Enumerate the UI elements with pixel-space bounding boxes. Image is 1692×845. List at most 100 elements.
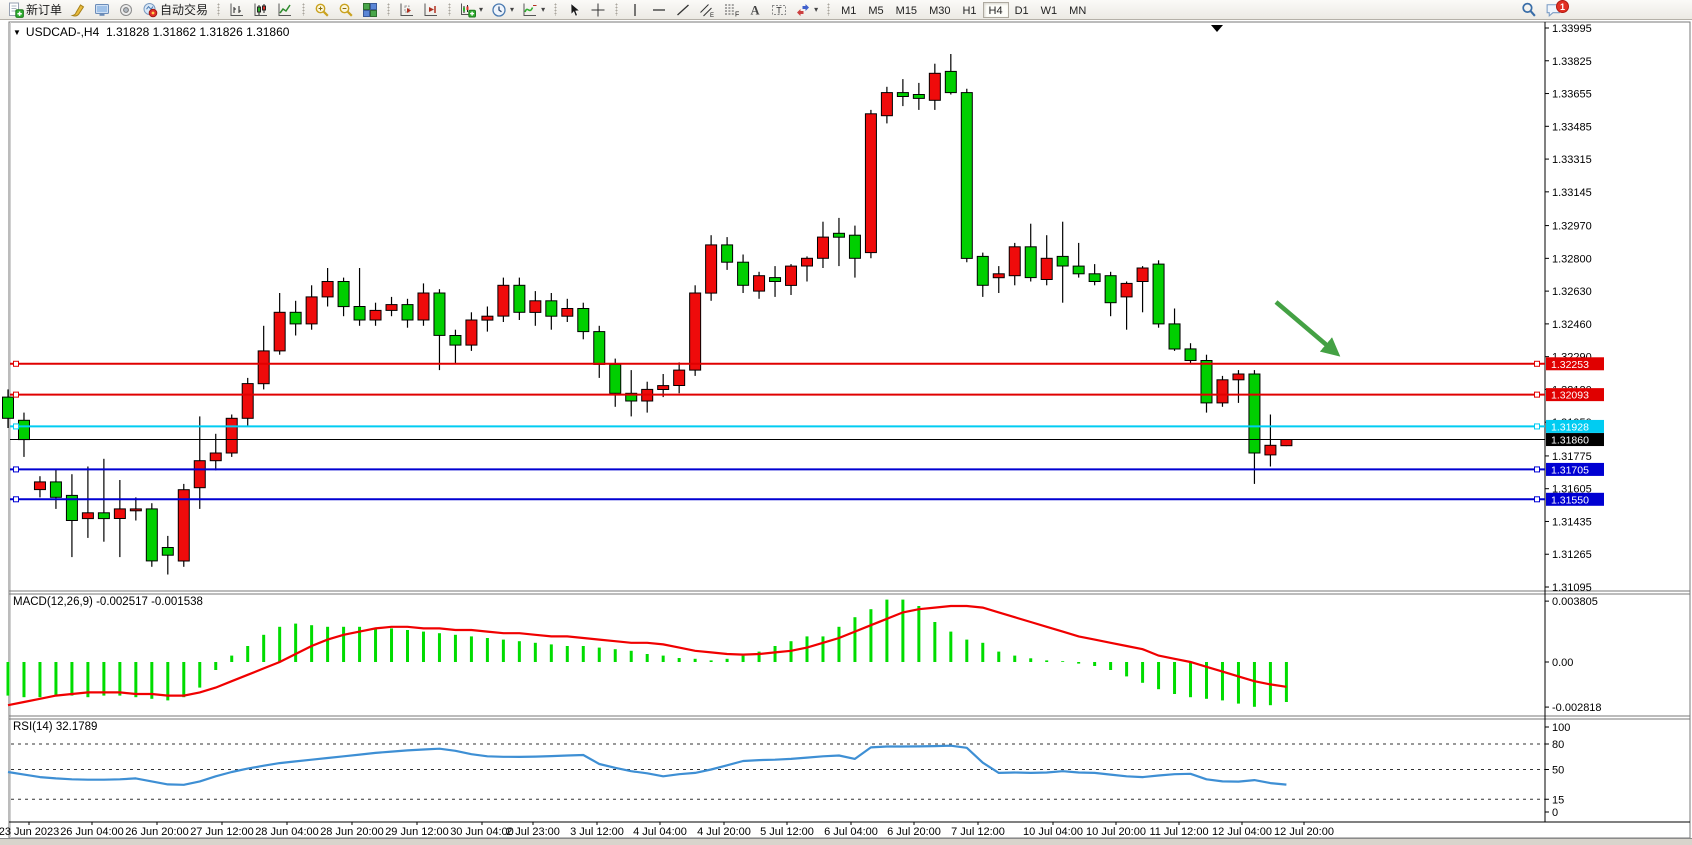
- toolbar-chart-bars-button[interactable]: [225, 1, 249, 19]
- price-tick: 1.31775: [1552, 451, 1592, 463]
- toolbar-auto-scroll-button[interactable]: [419, 1, 443, 19]
- timeframe-m5[interactable]: M5: [868, 4, 884, 17]
- rsi-indicator-label: RSI(14) 32.1789: [13, 721, 97, 733]
- toolbar-new-order-button[interactable]: 新订单: [4, 1, 66, 19]
- chart-dropdown-icon[interactable]: ▼: [13, 28, 21, 37]
- time-tick: 3 Jul 12:00: [570, 826, 624, 838]
- indicators-dropdown-icon[interactable]: ▾: [541, 5, 546, 14]
- crosshair-icon: [591, 3, 605, 16]
- toolbar-new-chart-button[interactable]: ▾: [456, 1, 487, 19]
- macd-histogram: [6, 599, 1288, 707]
- timeframe-h1[interactable]: H1: [962, 4, 977, 17]
- toolbar-draw-fibo-button[interactable]: F: [719, 1, 743, 19]
- annotation-arrow[interactable]: [1274, 300, 1341, 357]
- hline-resistance-upper[interactable]: 1.32253: [10, 357, 1604, 371]
- time-tick: 7 Jul 12:00: [951, 826, 1005, 838]
- timeframe-h4[interactable]: H4: [982, 1, 1009, 18]
- toolbar-draw-trendline-button[interactable]: [671, 1, 695, 19]
- toolbar-crosshair-button[interactable]: [586, 1, 610, 19]
- time-tick: 29 Jun 12:00: [385, 826, 449, 838]
- cursor-icon: [570, 2, 581, 16]
- timeframe-m30[interactable]: M30: [929, 4, 951, 17]
- hline-support-lower-handle[interactable]: [13, 496, 19, 503]
- hline-resistance-lower-handle[interactable]: [1534, 391, 1540, 398]
- toolbar-draw-shapes-button[interactable]: ▾: [791, 1, 822, 19]
- chart-shift-icon: [400, 3, 414, 16]
- price-tick: 1.32800: [1552, 253, 1592, 265]
- toolbar-profiles-button[interactable]: ▾: [487, 1, 518, 19]
- draw-shapes-icon: [797, 3, 810, 16]
- rsi-line: [7, 744, 1287, 786]
- chart-title-bar[interactable]: ▼ USDCAD-,H4 1.31828 1.31862 1.31826 1.31…: [13, 25, 289, 39]
- toolbar-webphone-button[interactable]: [114, 1, 138, 19]
- toolbar-draw-vline-button[interactable]: [623, 1, 647, 19]
- draw-shapes-dropdown-icon[interactable]: ▾: [814, 5, 819, 14]
- hline-resistance-lower-price-text: 1.32093: [1551, 390, 1589, 402]
- toolbar-draw-text-button[interactable]: A: [743, 1, 767, 19]
- time-tick: 4 Jul 20:00: [697, 826, 751, 838]
- hline-cyan-level-handle[interactable]: [1534, 423, 1540, 430]
- svg-text:0.003805: 0.003805: [1552, 596, 1598, 608]
- toolbar-terminal-button[interactable]: [90, 1, 114, 19]
- hline-support-upper-handle[interactable]: [13, 466, 19, 473]
- hline-support-upper-price-text: 1.31705: [1551, 464, 1589, 476]
- toolbar-zoom-in-button[interactable]: [310, 1, 334, 19]
- hline-cyan-level[interactable]: 1.31928: [10, 419, 1604, 434]
- toolbar-chart-candles-button[interactable]: [249, 1, 273, 19]
- toolbar-chart-shift-button[interactable]: [395, 1, 419, 19]
- new-order-icon: [9, 2, 24, 18]
- hline-support-lower[interactable]: 1.31550: [10, 492, 1604, 507]
- chat-unread-badge: 1: [1556, 0, 1569, 13]
- rsi-value: 32.1789: [55, 721, 98, 733]
- price-tick: 1.31605: [1552, 484, 1592, 496]
- toolbar-tile-windows-button[interactable]: [358, 1, 382, 19]
- hline-support-upper[interactable]: 1.31705: [10, 462, 1604, 477]
- hline-resistance-lower-handle[interactable]: [13, 391, 19, 398]
- hline-resistance-upper-handle[interactable]: [1534, 360, 1540, 367]
- terminal-icon: [95, 3, 110, 16]
- chart-line-icon: [278, 3, 292, 16]
- price-tick: 1.32970: [1552, 221, 1592, 233]
- profiles-dropdown-icon[interactable]: ▾: [510, 5, 515, 14]
- hline-cyan-level-handle[interactable]: [13, 423, 19, 430]
- toolbar-styler-button[interactable]: [66, 1, 90, 19]
- toolbar-chat-button[interactable]: 1: [1541, 0, 1569, 19]
- toolbar-zoom-out-button[interactable]: [334, 1, 358, 19]
- toolbar-indicators-button[interactable]: ▾: [518, 1, 549, 19]
- hline-current-price[interactable]: 1.31860: [10, 433, 1604, 447]
- timeframe-mn[interactable]: MN: [1069, 4, 1087, 17]
- macd-indicator-label: MACD(12,26,9) -0.002517 -0.001538: [13, 596, 203, 608]
- timeframe-w1[interactable]: W1: [1040, 4, 1058, 17]
- toolbar-group-grip: [827, 3, 831, 16]
- price-tick: 1.33315: [1552, 154, 1592, 166]
- macd-name: MACD(12,26,9): [13, 596, 93, 608]
- hline-support-upper-handle[interactable]: [1534, 466, 1540, 473]
- scroll-to-end-marker[interactable]: [1211, 25, 1223, 32]
- price-tick: 1.32630: [1552, 286, 1592, 298]
- timeframe-m1[interactable]: M1: [841, 4, 857, 17]
- toolbar-draw-label-button[interactable]: T: [767, 1, 791, 19]
- window-frame: [8, 21, 1691, 839]
- toolbar-chart-line-button[interactable]: [273, 1, 297, 19]
- zoom-in-icon: [315, 3, 329, 17]
- time-axis[interactable]: 23 Jun 2023 26 Jun 04:00 26 Jun 20:00 27 Ju…: [0, 822, 1334, 838]
- timeframe-m15[interactable]: M15: [895, 4, 918, 17]
- toolbar-right-tools: 1: [1516, 0, 1569, 19]
- svg-text:-0.002818: -0.002818: [1552, 702, 1602, 714]
- chart-area[interactable]: 1.33995 1.33825 1.33655 1.33485 1.33315 1.331…: [0, 20, 1692, 845]
- hline-resistance-upper-handle[interactable]: [13, 360, 19, 367]
- toolbar-cursor-button[interactable]: [562, 1, 586, 19]
- timeframe-d1[interactable]: D1: [1014, 4, 1029, 17]
- styler-icon: [70, 3, 85, 16]
- hline-resistance-lower[interactable]: 1.32093: [10, 388, 1604, 402]
- toolbar-draw-channel-button[interactable]: E: [695, 1, 719, 19]
- svg-text:50: 50: [1552, 765, 1564, 777]
- new-chart-dropdown-icon[interactable]: ▾: [479, 5, 484, 14]
- toolbar-draw-hline-button[interactable]: [647, 1, 671, 19]
- toolbar-search-button[interactable]: [1516, 1, 1541, 19]
- svg-text:0.00: 0.00: [1552, 657, 1573, 669]
- svg-text:15: 15: [1552, 794, 1564, 806]
- toolbar-autotrading-button[interactable]: 自动交易: [138, 1, 212, 19]
- time-tick: 28 Jun 04:00: [255, 826, 319, 838]
- hline-support-lower-handle[interactable]: [1534, 496, 1540, 503]
